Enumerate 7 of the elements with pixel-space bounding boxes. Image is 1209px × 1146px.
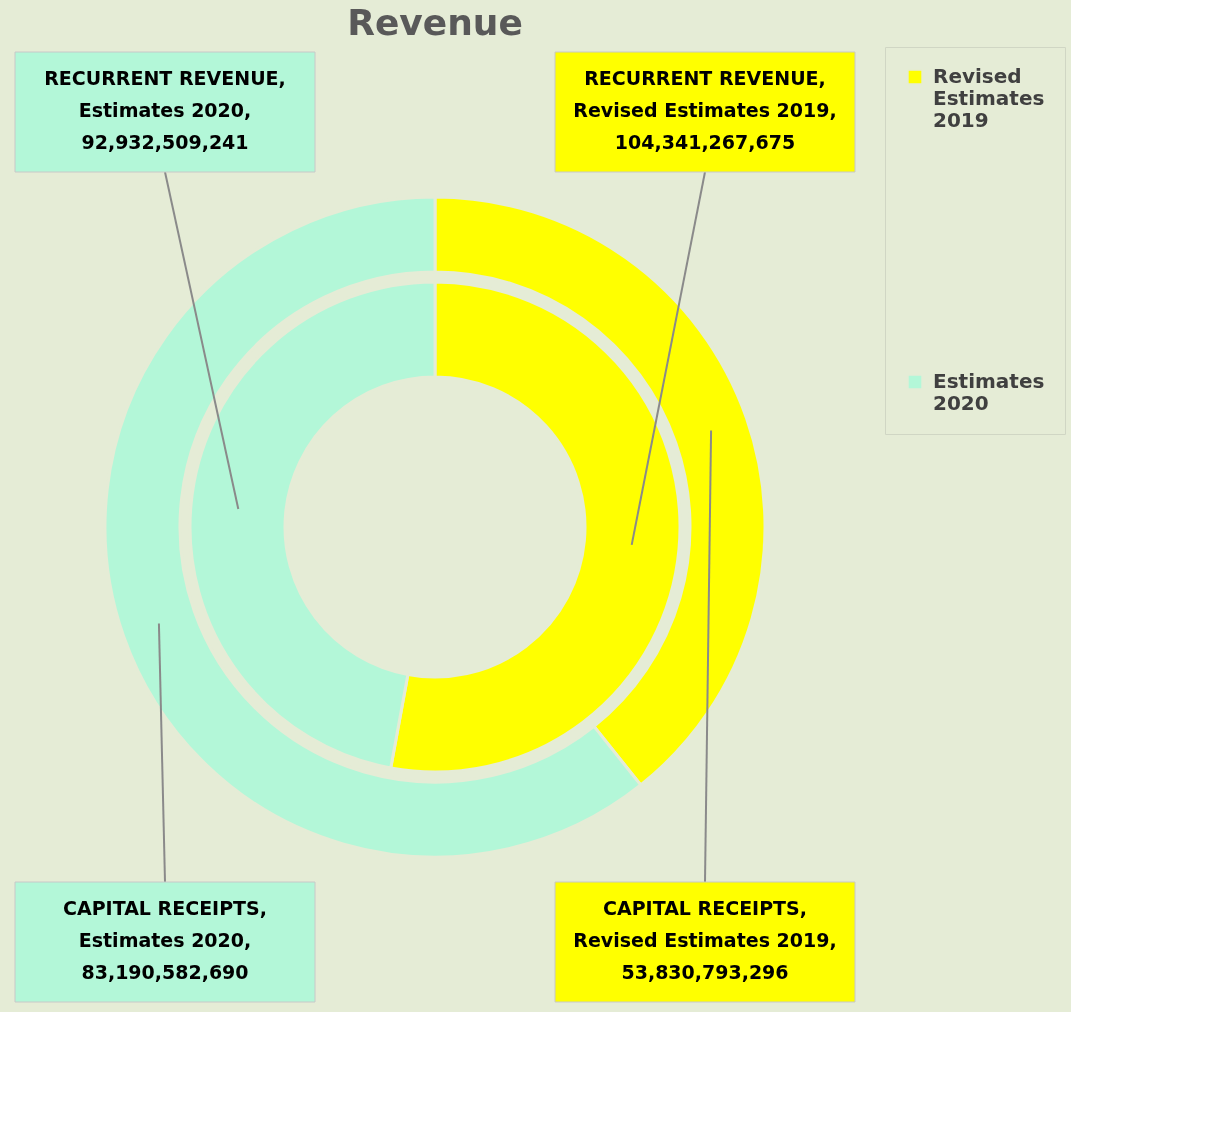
- legend-label: Estimates 2020: [933, 369, 1045, 415]
- data-label: CAPITAL RECEIPTS, Revised Estimates 2019, 53,830,793,296: [573, 897, 837, 983]
- legend-label: Revised Estimates 2019: [933, 64, 1045, 132]
- data-label: RECURRENT REVENUE, Estimates 2020, 92,932,509,241: [44, 67, 286, 153]
- data-label: RECURRENT REVENUE, Revised Estimates 2019, 104,341,267,675: [573, 67, 837, 153]
- chart-title: Revenue: [347, 1, 523, 43]
- data-label: CAPITAL RECEIPTS, Estimates 2020, 83,190,582,690: [63, 897, 267, 983]
